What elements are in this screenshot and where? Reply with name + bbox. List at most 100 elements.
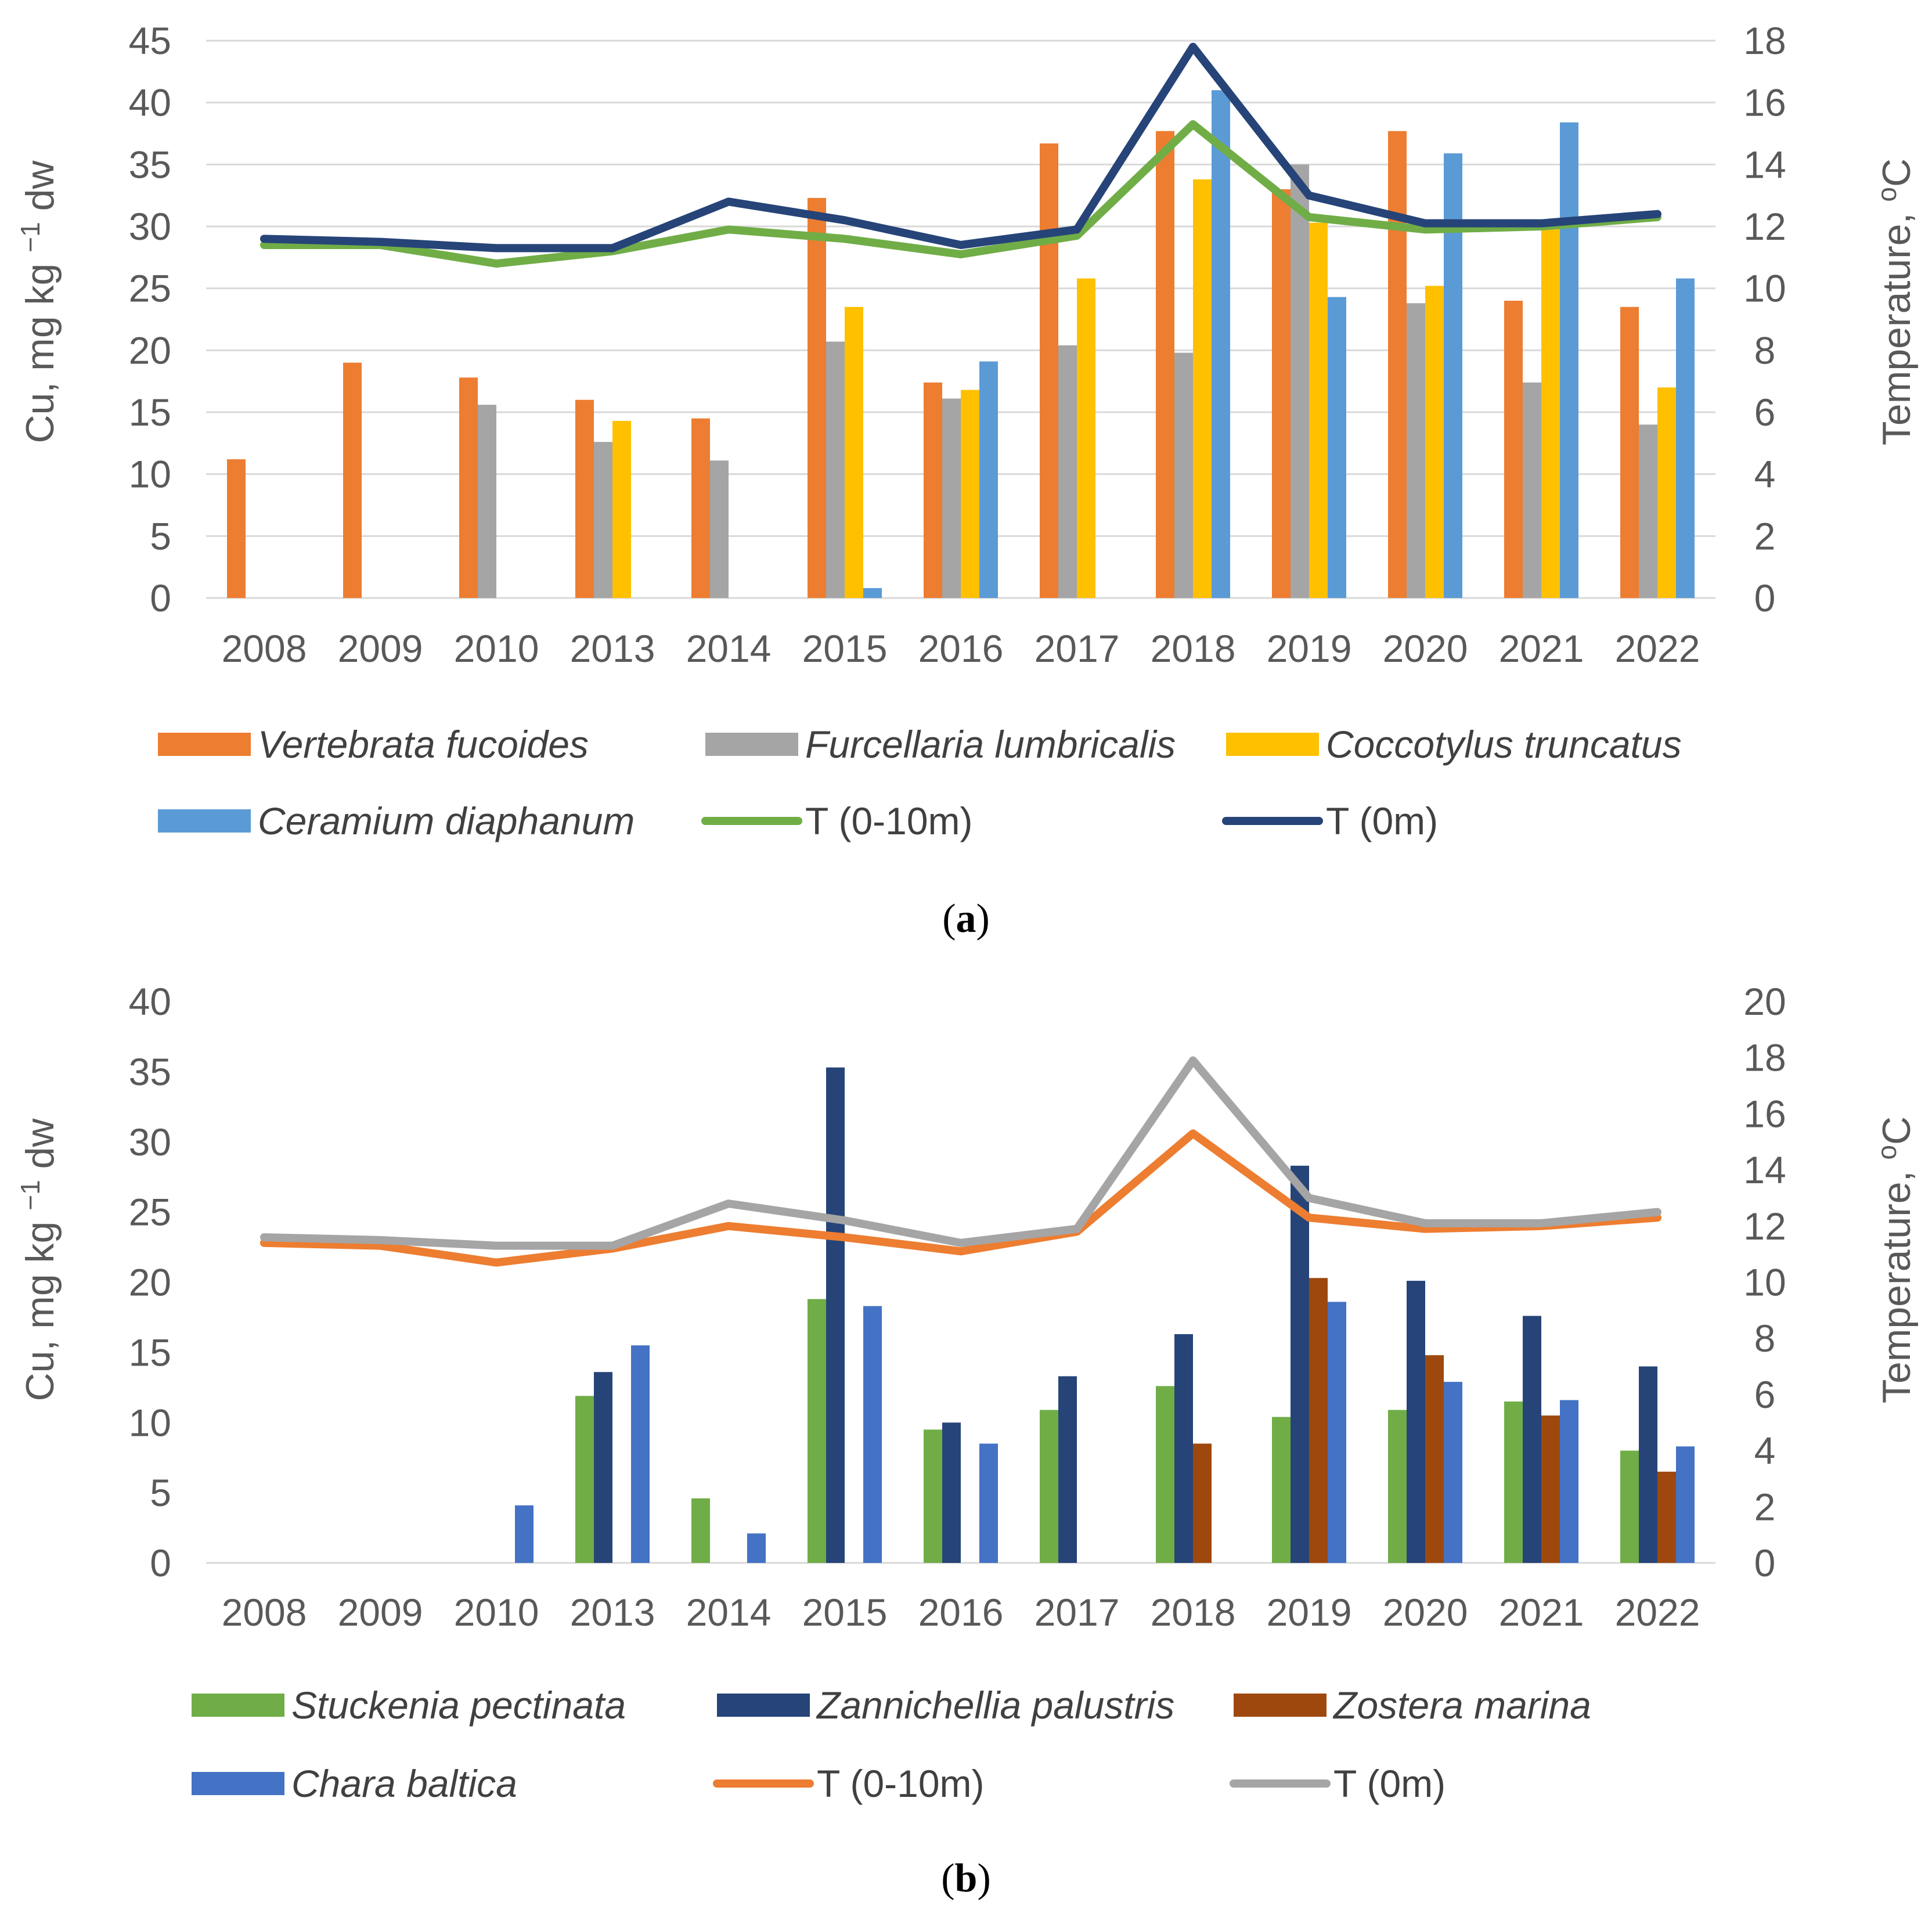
legend-label: Zostera marina: [1332, 1684, 1591, 1727]
legend-item-zannichellia-palustris: Zannichellia palustris: [717, 1684, 1174, 1727]
bar-coccotylus-truncatus-2016: [961, 390, 979, 598]
bar-coccotylus-truncatus-2021: [1541, 222, 1560, 599]
x-tick-label-2018: 2018: [1151, 1591, 1236, 1634]
legend-item-ceramium-diaphanum: Ceramium diaphanum: [158, 799, 635, 842]
legend-label: Vertebrata fucoides: [258, 723, 589, 766]
bar-coccotylus-truncatus-2017: [1077, 278, 1095, 599]
bar-zannichellia-palustris-2016: [942, 1422, 961, 1563]
line-t-0-10m: [260, 120, 1661, 268]
y-tick-label: 40: [129, 980, 171, 1023]
bar-coccotylus-truncatus-2018: [1193, 179, 1212, 598]
panel-a-x-tick-labels: 2008 2009 2010 2013 2014 2015 2016 2017 2018 2019…: [222, 627, 1700, 670]
x-tick-label-2014: 2014: [686, 1591, 772, 1634]
x-tick-label-2019: 2019: [1267, 1591, 1352, 1634]
legend-swatch: [705, 733, 798, 756]
panel-b-y-axis-title: Cu, mg kg −1 dw: [15, 1118, 62, 1402]
legend-swatch: [158, 809, 251, 833]
panel-label-open-paren: (: [941, 1856, 954, 1901]
bar-coccotylus-truncatus-2022: [1657, 387, 1676, 598]
panel-a-right-tick-labels: 0 2 4 6 8 10 12 14 16 18: [1743, 19, 1786, 619]
bar-chara-baltica-2022: [1676, 1446, 1695, 1563]
y-tick-label: 25: [129, 267, 171, 310]
y2-tick-label: 4: [1754, 453, 1776, 496]
y2-tick-label: 16: [1743, 1092, 1786, 1135]
bar-chara-baltica-2020: [1444, 1382, 1462, 1563]
y2-tick-label: 4: [1754, 1429, 1776, 1472]
legend-item-furcellaria-lumbricalis: Furcellaria lumbricalis: [705, 723, 1176, 766]
bar-ceramium-diaphanum-2022: [1676, 278, 1695, 599]
bar-vertebrata-fucoides-2019: [1272, 189, 1291, 598]
legend-item-vertebrata-fucoides: Vertebrata fucoides: [158, 723, 589, 766]
panel-b-x-tick-labels: 2008 2009 2010 2013 2014 2015 2016 2017 2018 2019…: [222, 1591, 1700, 1634]
panel-a-lines: [260, 42, 1661, 268]
bar-zostera-marina-2020: [1425, 1355, 1444, 1563]
panel-b-y2-axis-title: Temperature, oC: [1872, 1116, 1919, 1403]
bar-stuckenia-pectinata-2018: [1156, 1386, 1174, 1563]
bar-zostera-marina-2022: [1657, 1471, 1676, 1563]
panel-b-label: (b): [941, 1856, 991, 1901]
y-tick-label: 20: [129, 1261, 171, 1304]
panel-a-bars: [227, 90, 1695, 599]
panel-label-close-paren: ): [977, 1856, 990, 1901]
x-tick-label-2022: 2022: [1615, 1591, 1700, 1634]
bar-ceramium-diaphanum-2018: [1212, 90, 1230, 599]
panel-a-degree-superscript: o: [1872, 187, 1902, 202]
y2-tick-label: 0: [1754, 1541, 1776, 1584]
bar-furcellaria-lumbricalis-2014: [710, 460, 729, 598]
bar-zostera-marina-2018: [1193, 1443, 1212, 1563]
legend-item-zostera-marina: Zostera marina: [1234, 1684, 1591, 1727]
y2-tick-label: 8: [1754, 329, 1776, 372]
bar-furcellaria-lumbricalis-2015: [826, 341, 845, 598]
x-tick-label-2010: 2010: [454, 1591, 539, 1634]
y2-tick-label: 2: [1754, 1485, 1776, 1528]
bar-furcellaria-lumbricalis-2020: [1407, 303, 1425, 598]
bar-furcellaria-lumbricalis-2018: [1174, 352, 1193, 598]
legend-item-chara-baltica: Chara baltica: [192, 1762, 517, 1805]
bar-chara-baltica-2021: [1560, 1400, 1578, 1563]
panel-b-left-tick-labels: 0 5 10 15 20 25 30 35 40: [129, 980, 171, 1584]
bar-coccotylus-truncatus-2019: [1309, 222, 1328, 599]
x-tick-label-2018: 2018: [1151, 627, 1236, 670]
legend-swatch: [158, 733, 251, 756]
panel-b-bars: [515, 1067, 1695, 1563]
bar-stuckenia-pectinata-2020: [1388, 1410, 1407, 1563]
x-tick-label-2013: 2013: [570, 1591, 655, 1634]
x-tick-label-2020: 2020: [1383, 1591, 1468, 1634]
legend-swatch: [192, 1694, 284, 1717]
bar-zannichellia-palustris-2015: [826, 1067, 845, 1563]
bar-vertebrata-fucoides-2014: [691, 418, 710, 598]
bar-zannichellia-palustris-2021: [1523, 1316, 1541, 1563]
y2-tick-label: 16: [1743, 81, 1786, 124]
legend-label: Stuckenia pectinata: [291, 1684, 626, 1727]
bar-coccotylus-truncatus-2015: [845, 307, 863, 598]
y-tick-label: 45: [129, 19, 171, 62]
line-t-0m: [260, 1056, 1661, 1250]
panel-b-legend: Stuckenia pectinata Zannichellia palustri…: [192, 1684, 1591, 1805]
bar-ceramium-diaphanum-2019: [1328, 297, 1346, 599]
panel-a-label: (a): [942, 896, 990, 941]
bar-chara-baltica-2019: [1328, 1302, 1346, 1563]
x-tick-label-2010: 2010: [454, 627, 539, 670]
y-tick-label: 5: [150, 1471, 171, 1514]
panel-label-open-paren: (: [942, 896, 956, 941]
x-tick-label-2013: 2013: [570, 627, 655, 670]
x-tick-label-2014: 2014: [686, 627, 772, 670]
bar-chara-baltica-2015: [863, 1306, 882, 1563]
bar-furcellaria-lumbricalis-2019: [1291, 164, 1309, 598]
bar-zannichellia-palustris-2019: [1291, 1165, 1309, 1563]
bar-furcellaria-lumbricalis-2021: [1523, 382, 1541, 598]
y2-tick-label: 12: [1743, 205, 1786, 248]
legend-swatch: [1234, 1694, 1327, 1717]
legend-label: Zannichellia palustris: [816, 1684, 1174, 1727]
legend-label: Ceramium diaphanum: [258, 799, 635, 842]
bar-zannichellia-palustris-2022: [1639, 1366, 1657, 1563]
bar-zannichellia-palustris-2013: [594, 1372, 612, 1563]
bar-stuckenia-pectinata-2017: [1040, 1410, 1058, 1563]
legend-label: T (0-10m): [817, 1762, 985, 1805]
x-tick-label-2022: 2022: [1615, 627, 1700, 670]
y-tick-label: 35: [129, 1050, 171, 1093]
bar-vertebrata-fucoides-2020: [1388, 131, 1407, 598]
bar-ceramium-diaphanum-2015: [863, 588, 882, 598]
